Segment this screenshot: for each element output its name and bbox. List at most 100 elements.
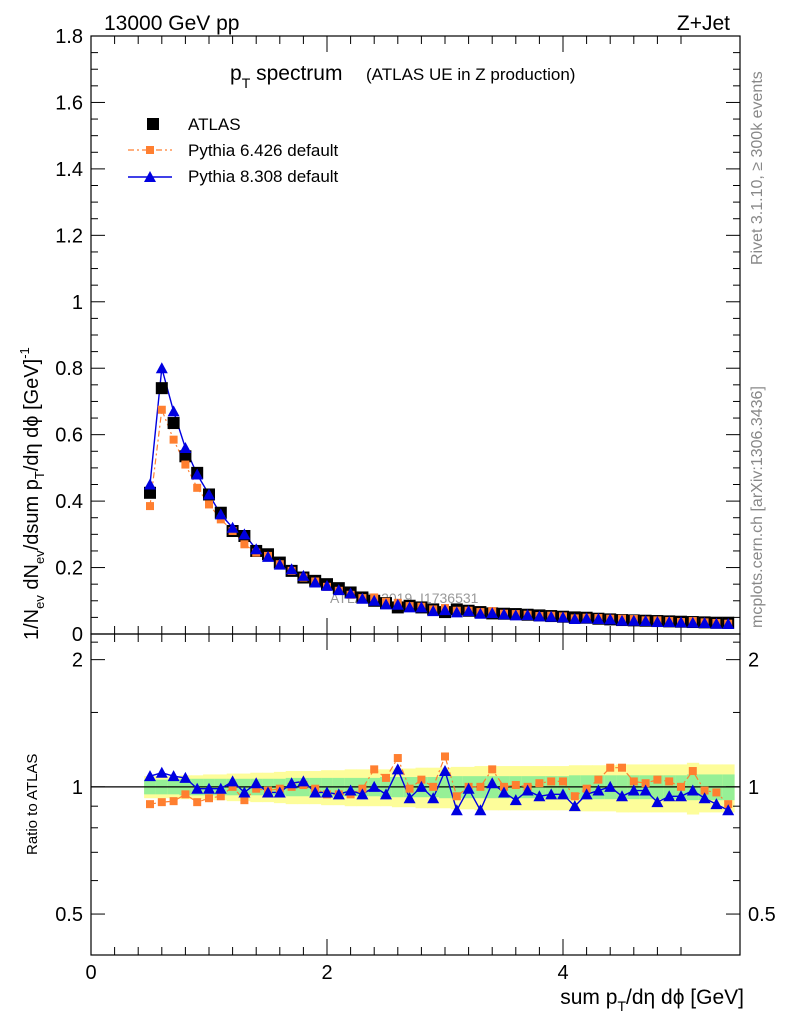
pythia8-point — [710, 617, 723, 629]
pythia8-point — [616, 614, 628, 626]
ratio-pythia6-point — [252, 784, 261, 793]
pythia8-point — [356, 592, 369, 604]
pythia8-point — [439, 604, 451, 616]
pythia8-point — [403, 601, 416, 613]
main-ytick-label: 1.2 — [55, 225, 83, 247]
ratio-pythia8-point — [663, 790, 676, 802]
ratio-pythia6-point — [228, 782, 237, 791]
ratio-pythia8-point — [545, 788, 558, 800]
ratio-pythia8-point — [675, 790, 687, 802]
legend: ATLAS Pythia 6.426 default Pythia 8.308 … — [128, 115, 339, 186]
ratio-pythia6-point — [169, 797, 178, 806]
pythia8-point — [509, 609, 522, 621]
title-word: spectrum — [250, 62, 342, 85]
ratio-ytick-label-right: 0.5 — [748, 904, 776, 926]
main-ytick-label: 0 — [72, 624, 83, 646]
ratio-pythia8-point — [155, 766, 168, 778]
ratio-pythia8-point — [332, 788, 345, 800]
legend-marker-pythia8 — [144, 171, 156, 182]
ratio-pythia8-point — [427, 792, 440, 804]
title-subscript: T — [242, 75, 251, 91]
ratio-pythia8-point — [403, 792, 416, 804]
ratio-pythia8-point — [214, 782, 227, 794]
ratio-pythia8-point — [439, 765, 451, 777]
ratio-pythia6-point — [193, 798, 202, 807]
ratio-pythia8-point — [616, 790, 628, 802]
legend-label-atlas: ATLAS — [188, 115, 241, 134]
ratio-y-axis-label: Ratio to ATLAS — [24, 754, 41, 855]
ratio-ytick-label: 2 — [72, 650, 83, 672]
rivet-label: Rivet 3.1.10, ≥ 300k events — [749, 71, 766, 265]
ratio-ytick-label: 0.5 — [55, 904, 83, 926]
ratio-pythia6-point — [405, 784, 414, 793]
pythia8-point — [203, 488, 215, 500]
ratio-pythia6-point — [370, 765, 379, 774]
ratio-pythia6-point — [677, 782, 685, 791]
process-label: Z+Jet — [677, 12, 730, 35]
ratio-pythia8-point — [698, 792, 711, 804]
ratio-pythia8-point — [450, 804, 463, 816]
ratio-pythia6-point — [641, 779, 650, 788]
main-series — [144, 362, 735, 630]
ratio-pythia8-point — [344, 784, 357, 796]
pythia8-point — [533, 610, 546, 622]
ratio-pythia6-point — [488, 765, 497, 774]
ratio-pythia8-point — [639, 784, 652, 796]
pythia8-point — [627, 614, 640, 626]
ratio-pythia8-point — [297, 775, 310, 787]
ratio-pythia6-point — [240, 796, 249, 805]
pythia8-point — [332, 584, 345, 596]
ratio-pythia6-point — [559, 777, 567, 786]
ratio-pythia8-point — [580, 788, 593, 800]
pythia8-point — [639, 615, 652, 627]
ratio-pythia6-point — [382, 773, 390, 782]
pythia6-point — [193, 483, 202, 492]
pythia8-point — [344, 587, 357, 599]
pythia8-point — [238, 528, 251, 540]
ratio-pythia8-point — [380, 788, 392, 800]
main-ytick-label: 1.4 — [55, 159, 83, 181]
ratio-pythia8-point — [686, 784, 699, 796]
pythia8-point — [651, 616, 664, 628]
main-ytick-label: 1.8 — [55, 26, 83, 48]
ratio-pythia6-point — [629, 777, 638, 786]
ratio-pythia6-point — [700, 786, 709, 795]
ratio-pythia6-point — [452, 792, 461, 801]
pythia8-point — [663, 616, 676, 628]
legend-marker-atlas — [147, 118, 159, 130]
pythia8-point — [214, 508, 227, 520]
pythia8-line — [149, 368, 729, 625]
atlas-point — [144, 486, 156, 499]
ratio-pythia8-point — [167, 770, 180, 782]
ratio-pythia8-point — [226, 775, 239, 787]
ratio-pythia6-point — [441, 752, 449, 761]
ratio-pythia6-point — [535, 779, 544, 788]
pythia8-point — [450, 606, 463, 618]
ratio-pythia6-point — [724, 800, 733, 809]
ratio-pythia8-point — [722, 804, 735, 816]
pythia8-point — [474, 607, 487, 619]
mcplots-label: mcplots.cern.ch [arXiv:1306.3436] — [749, 386, 766, 628]
ratio-pythia8-point — [321, 786, 333, 798]
ratio-pythia6-point — [216, 792, 225, 801]
main-ytick-label: 0.2 — [55, 558, 83, 580]
title-p: p — [230, 62, 242, 85]
ratio-pythia8-point — [474, 804, 487, 816]
ratio-pythia6-point — [653, 775, 662, 784]
ratio-pythia6-point — [712, 788, 721, 797]
ratio-pythia8-point — [509, 794, 522, 806]
ratio-pythia8-point — [391, 763, 404, 775]
pythia8-point — [226, 521, 239, 533]
ratio-pythia6-point — [205, 794, 213, 803]
pythia6-point — [205, 500, 213, 509]
ratio-pythia8-point — [262, 786, 274, 798]
ratio-pythia8-point — [627, 784, 640, 796]
pythia8-point — [309, 576, 322, 588]
ratio-pythia8-point — [521, 784, 534, 796]
ratio-pythia8-point — [203, 782, 215, 794]
ratio-ytick-label-right: 2 — [748, 650, 759, 672]
ratio-axis-ticks: 0 2 4 0.5 0.5 1 1 2 2 — [55, 633, 776, 984]
pythia8-point — [521, 609, 534, 621]
chart-title: pT spectrum — [230, 62, 342, 91]
pythia8-point — [486, 607, 499, 619]
